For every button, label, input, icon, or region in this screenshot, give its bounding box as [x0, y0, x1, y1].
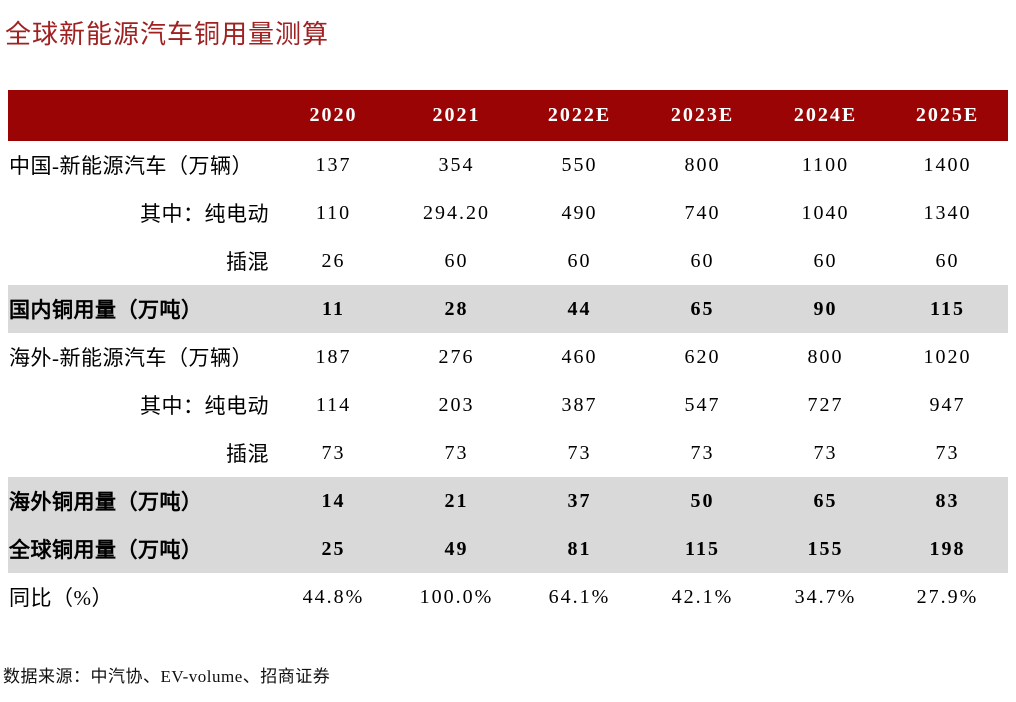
cell-value: 137: [315, 153, 352, 176]
cell-value: 73: [813, 441, 838, 464]
row-label: 其中：纯电动: [140, 202, 269, 226]
column-header: 2020: [272, 90, 395, 141]
row-label: 其中：纯电动: [140, 394, 269, 418]
row-label: 插混: [226, 442, 269, 466]
cell-value: 60: [935, 249, 960, 272]
cell-value: 90: [764, 285, 887, 333]
column-header: 2021: [395, 90, 518, 141]
row-label: 海外-新能源汽车（万辆）: [9, 346, 253, 370]
cell-value: 460: [561, 345, 598, 368]
cell-value: 27.9%: [916, 585, 979, 608]
cell-value: 73: [567, 441, 592, 464]
cell-value: 1040: [801, 201, 850, 224]
cell-value: 11: [272, 285, 395, 333]
cell-value: 294.20: [423, 201, 490, 224]
column-header: 2023E: [641, 90, 764, 141]
cell-value: 14: [272, 477, 395, 525]
cell-value: 44: [518, 285, 641, 333]
cell-value: 740: [684, 201, 721, 224]
cell-value: 50: [641, 477, 764, 525]
cell-value: 25: [272, 525, 395, 573]
row-label: 国内铜用量（万吨）: [8, 285, 272, 333]
table-row: 国内铜用量（万吨） 11 28 44 65 90 115: [8, 285, 1008, 333]
cell-value: 387: [561, 393, 598, 416]
cell-value: 1340: [923, 201, 972, 224]
row-label: 同比（%）: [9, 586, 113, 610]
cell-value: 81: [518, 525, 641, 573]
cell-value: 65: [764, 477, 887, 525]
header-row: 2020 2021 2022E 2023E 2024E 2025E: [8, 90, 1008, 141]
cell-value: 550: [561, 153, 598, 176]
cell-value: 620: [684, 345, 721, 368]
table-row: 海外-新能源汽车（万辆） 187 276 460 620 800 1020: [8, 333, 1008, 381]
cell-value: 198: [887, 525, 1008, 573]
cell-value: 155: [764, 525, 887, 573]
cell-value: 114: [315, 393, 352, 416]
row-label: 中国-新能源汽车（万辆）: [9, 154, 253, 178]
data-source-note: 数据来源：中汽协、EV-volume、招商证券: [3, 667, 331, 686]
column-header: 2022E: [518, 90, 641, 141]
cell-value: 60: [690, 249, 715, 272]
cell-value: 73: [321, 441, 346, 464]
cell-value: 187: [315, 345, 352, 368]
cell-value: 26: [321, 249, 346, 272]
cell-value: 64.1%: [548, 585, 611, 608]
cell-value: 1020: [923, 345, 972, 368]
column-header: 2024E: [764, 90, 887, 141]
cell-value: 34.7%: [794, 585, 857, 608]
cell-value: 727: [807, 393, 844, 416]
row-label: 插混: [226, 250, 269, 274]
cell-value: 800: [807, 345, 844, 368]
table-row: 其中：纯电动 110 294.20 490 740 1040 1340: [8, 189, 1008, 237]
table-row: 中国-新能源汽车（万辆） 137 354 550 800 1100 1400: [8, 141, 1008, 189]
table-row: 插混 73 73 73 73 73 73: [8, 429, 1008, 477]
cell-value: 73: [690, 441, 715, 464]
cell-value: 73: [444, 441, 469, 464]
cell-value: 800: [684, 153, 721, 176]
cell-value: 60: [567, 249, 592, 272]
cell-value: 21: [395, 477, 518, 525]
column-header: 2025E: [887, 90, 1008, 141]
cell-value: 49: [395, 525, 518, 573]
cell-value: 73: [935, 441, 960, 464]
cell-value: 1100: [801, 153, 850, 176]
table-row: 插混 26 60 60 60 60 60: [8, 237, 1008, 285]
cell-value: 115: [641, 525, 764, 573]
table-row: 其中：纯电动 114 203 387 547 727 947: [8, 381, 1008, 429]
cell-value: 42.1%: [671, 585, 734, 608]
cell-value: 100.0%: [419, 585, 494, 608]
cell-value: 547: [684, 393, 721, 416]
cell-value: 44.8%: [302, 585, 365, 608]
cell-value: 947: [929, 393, 966, 416]
row-label: 全球铜用量（万吨）: [8, 525, 272, 573]
table-row: 海外铜用量（万吨） 14 21 37 50 65 83: [8, 477, 1008, 525]
table-body: 中国-新能源汽车（万辆） 137 354 550 800 1100 1400 其中：纯电动 11…: [8, 141, 1008, 621]
cell-value: 65: [641, 285, 764, 333]
cell-value: 60: [813, 249, 838, 272]
cell-value: 83: [887, 477, 1008, 525]
copper-usage-table: 2020 2021 2022E 2023E 2024E 2025E 中国-新能源汽车（万辆…: [8, 90, 1008, 621]
cell-value: 37: [518, 477, 641, 525]
cell-value: 276: [438, 345, 475, 368]
row-label: 海外铜用量（万吨）: [8, 477, 272, 525]
cell-value: 490: [561, 201, 598, 224]
cell-value: 60: [444, 249, 469, 272]
table-header: 2020 2021 2022E 2023E 2024E 2025E: [8, 90, 1008, 141]
cell-value: 203: [438, 393, 475, 416]
cell-value: 1400: [923, 153, 972, 176]
table-row: 同比（%） 44.8% 100.0% 64.1% 42.1% 34.7% 27.9%: [8, 573, 1008, 621]
page-title: 全球新能源汽车铜用量测算: [5, 20, 330, 49]
cell-value: 354: [438, 153, 475, 176]
cell-value: 115: [887, 285, 1008, 333]
cell-value: 28: [395, 285, 518, 333]
cell-value: 110: [315, 201, 352, 224]
corner-cell: [8, 90, 272, 141]
table-row: 全球铜用量（万吨） 25 49 81 115 155 198: [8, 525, 1008, 573]
